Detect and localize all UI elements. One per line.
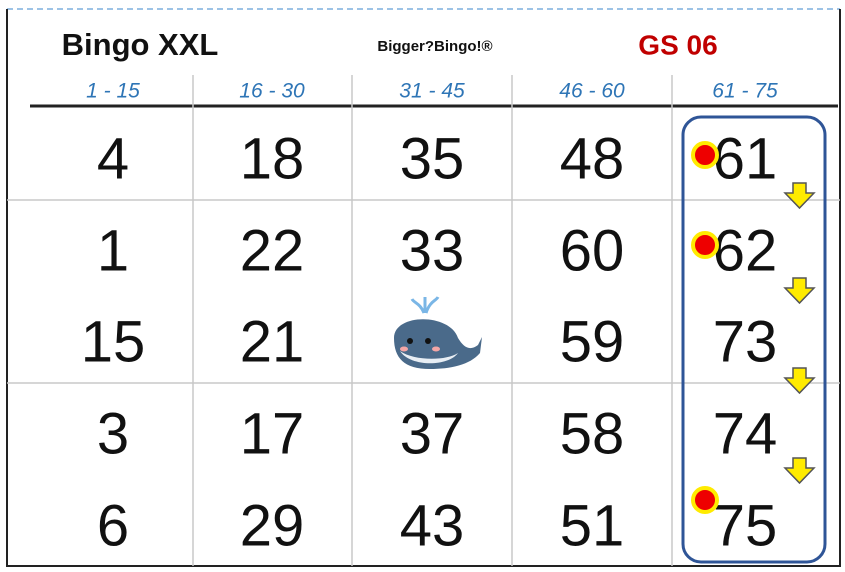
whale-eye <box>425 338 431 344</box>
cell-number: 75 <box>713 493 778 558</box>
arrow <box>783 367 816 395</box>
daub <box>691 486 719 514</box>
cell-number: 73 <box>713 309 778 374</box>
daub <box>691 231 719 259</box>
cell-number: 62 <box>713 218 778 283</box>
whale-body <box>394 319 482 369</box>
cell-number: 21 <box>240 309 305 374</box>
column-range: 31 - 45 <box>399 80 465 103</box>
cell-number: 59 <box>560 309 625 374</box>
arrow <box>783 457 816 485</box>
column-range: 46 - 60 <box>559 80 625 103</box>
whale <box>394 296 482 369</box>
arrow <box>783 182 816 210</box>
cell-number: 4 <box>97 126 129 191</box>
markers <box>691 141 816 514</box>
cell-number: 29 <box>240 493 305 558</box>
daub <box>691 141 719 169</box>
cell-number: 74 <box>713 401 778 466</box>
cell-number: 51 <box>560 493 625 558</box>
column-range: 16 - 30 <box>239 80 305 103</box>
cell-number: 17 <box>240 401 305 466</box>
arrow <box>783 277 816 305</box>
cell-number: 33 <box>400 218 465 283</box>
cell-number: 3 <box>97 401 129 466</box>
brand: Bigger?Bingo!® <box>377 38 492 55</box>
grid <box>7 75 840 566</box>
cell-number: 1 <box>97 218 129 283</box>
whale-cheek <box>400 346 408 352</box>
cell-number: 61 <box>713 126 778 191</box>
card-code: GS 06 <box>638 29 717 60</box>
cell-number: 37 <box>400 401 465 466</box>
column-range: 61 - 75 <box>712 80 778 103</box>
whale-eye <box>407 338 413 344</box>
column-range: 1 - 15 <box>86 80 140 103</box>
cell-number: 43 <box>400 493 465 558</box>
cell-number: 48 <box>560 126 625 191</box>
cell-number: 22 <box>240 218 305 283</box>
column-highlight <box>681 115 827 564</box>
cell-number: 35 <box>400 126 465 191</box>
whale-spout <box>410 296 440 314</box>
whale-belly <box>400 351 458 364</box>
cell-number: 58 <box>560 401 625 466</box>
card-border <box>6 9 841 567</box>
cell-number: 60 <box>560 218 625 283</box>
cell-number: 18 <box>240 126 305 191</box>
cell-number: 6 <box>97 493 129 558</box>
whale-cheek <box>432 346 440 352</box>
cells: 1 - 15 16 - 30 31 - 45 46 - 60 61 - 75 4 18 35 4… <box>81 80 778 559</box>
title: Bingo XXL <box>62 27 219 62</box>
cell-number: 15 <box>81 309 146 374</box>
